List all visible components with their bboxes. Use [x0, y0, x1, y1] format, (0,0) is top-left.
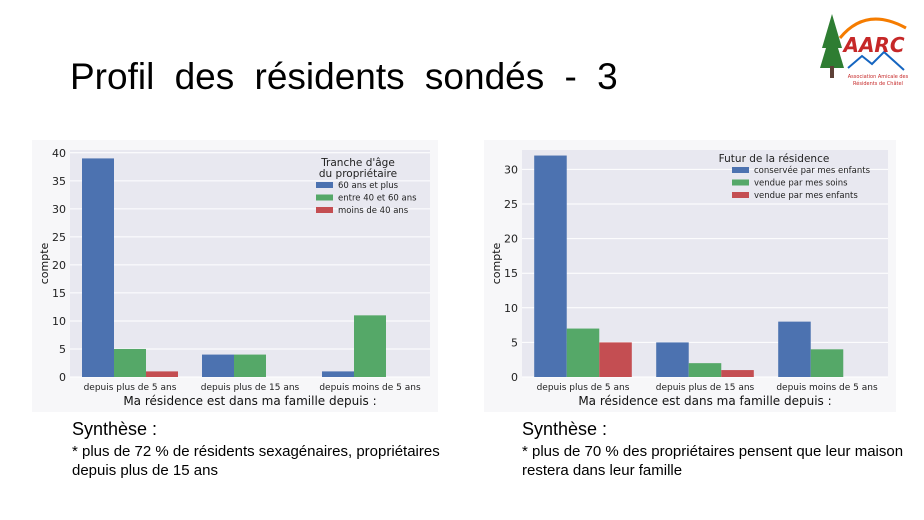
- legend-title: Futur de la résidence: [719, 153, 830, 165]
- y-tick-label: 35: [52, 175, 66, 188]
- y-tick-label: 5: [511, 336, 518, 349]
- bar: [656, 342, 689, 377]
- y-tick-label: 30: [52, 203, 66, 216]
- y-tick-label: 5: [59, 343, 66, 356]
- legend-label: vendue par mes enfants: [754, 191, 858, 201]
- y-tick-label: 0: [511, 371, 518, 384]
- x-tick-label: depuis moins de 5 ans: [319, 383, 421, 393]
- bar: [354, 315, 386, 377]
- bar: [688, 363, 722, 377]
- legend-swatch: [316, 194, 333, 201]
- legend-label: entre 40 et 60 ans: [338, 194, 417, 204]
- legend-label: moins de 40 ans: [338, 206, 409, 216]
- bar: [114, 348, 146, 377]
- y-tick-label: 20: [52, 259, 66, 272]
- legend-swatch: [316, 207, 333, 213]
- legend-swatch: [316, 182, 333, 188]
- bar: [202, 354, 234, 377]
- slide-title: Profil des résidents sondés - 3: [70, 56, 618, 97]
- synthese-heading: Synthèse :: [522, 419, 608, 439]
- y-axis-label: compte: [38, 242, 51, 284]
- aarc-logo: AARC Association Amicale des Résidents d…: [820, 14, 909, 87]
- legend-label: vendue par mes soins: [754, 179, 848, 189]
- bar: [234, 354, 266, 377]
- tree-icon: [820, 14, 844, 68]
- legend-title: du propriétaire: [319, 168, 397, 180]
- bar: [322, 371, 354, 377]
- bar: [82, 158, 114, 377]
- legend-label: conservée par mes enfants: [754, 165, 871, 176]
- bar: [778, 321, 811, 377]
- y-axis-label: compte: [490, 242, 503, 284]
- bar: [599, 342, 632, 377]
- x-tick-label: depuis plus de 15 ans: [656, 383, 755, 393]
- bar: [566, 328, 600, 377]
- y-tick-label: 0: [59, 371, 66, 384]
- chart-age-proprietaire: 0 5 10 15 20 25 30 35 40 depuis plus de 5 ans depu…: [32, 140, 438, 412]
- y-tick-label: 10: [504, 302, 518, 315]
- bar: [721, 370, 754, 377]
- x-tick-label: depuis moins de 5 ans: [776, 383, 878, 393]
- legend-label: 60 ans et plus: [338, 181, 399, 191]
- synthese-line: * plus de 72 % de résidents sexagénaires…: [72, 443, 440, 460]
- synthese-left: Synthèse : * plus de 72 % de résidents s…: [72, 418, 440, 480]
- legend-title: Tranche d'âge: [320, 157, 395, 169]
- y-tick-label: 30: [504, 163, 518, 176]
- x-tick-label: depuis plus de 5 ans: [537, 383, 630, 393]
- bar: [146, 371, 178, 377]
- x-axis-label: Ma résidence est dans ma famille depuis …: [578, 394, 831, 408]
- bar: [810, 349, 844, 377]
- y-tick-label: 20: [504, 233, 518, 246]
- logo-subtitle-1: Association Amicale des: [848, 74, 909, 80]
- y-tick-label: 25: [52, 231, 66, 244]
- logo-text: AARC: [841, 33, 904, 57]
- synthese-heading: Synthèse :: [72, 419, 158, 439]
- y-tick-label: 40: [52, 147, 66, 160]
- y-tick-label: 15: [504, 267, 518, 280]
- legend-swatch: [732, 179, 749, 186]
- chart-futur-residence: 0 5 10 15 20 25 30 depuis plus de 5 ans depuis p…: [484, 140, 896, 412]
- x-axis-label: Ma résidence est dans ma famille depuis …: [123, 394, 376, 408]
- x-tick-label: depuis plus de 15 ans: [201, 383, 300, 393]
- logo-subtitle-2: Résidents de Châtel: [853, 80, 903, 87]
- synthese-right: Synthèse : * plus de 70 % des propriétai…: [522, 418, 903, 480]
- bar: [534, 155, 567, 377]
- synthese-line: depuis plus de 15 ans: [72, 462, 218, 479]
- y-tick-label: 10: [52, 315, 66, 328]
- synthese-line: restera dans leur famille: [522, 462, 683, 479]
- y-tick-label: 15: [52, 287, 66, 300]
- x-tick-label: depuis plus de 5 ans: [84, 383, 177, 393]
- synthese-line: * plus de 70 % des propriétaires pensent…: [522, 443, 904, 460]
- y-tick-label: 25: [504, 198, 518, 211]
- legend-swatch: [732, 192, 749, 198]
- legend-swatch: [732, 167, 749, 173]
